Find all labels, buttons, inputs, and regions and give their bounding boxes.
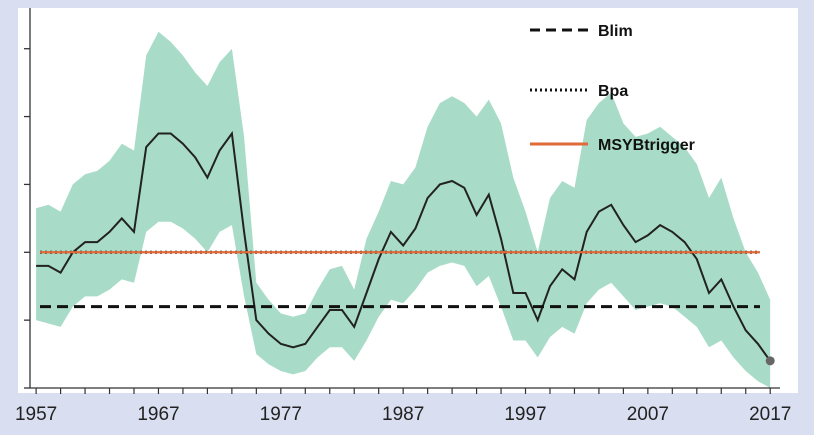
x-tick-label: 1957 [15, 404, 57, 425]
series-line-layer [36, 130, 775, 366]
reference-lines-layer [40, 250, 760, 309]
confidence-band [36, 31, 771, 388]
x-tick-label: 1987 [382, 404, 424, 425]
confidence-band-layer [36, 31, 771, 388]
series-line [36, 130, 772, 362]
x-tick-label: 2017 [749, 404, 791, 425]
legend-msy-label: MSYBtrigger [598, 137, 695, 154]
final-point-marker [765, 356, 775, 366]
axis-layer: 1957 1967 1977 1987 1997 2007 2017 [15, 8, 791, 425]
x-tick-label: 1977 [260, 404, 302, 425]
legend: Blim Bpa MSYBtrigger [530, 23, 695, 154]
legend-bpa-label: Bpa [598, 83, 628, 100]
x-tick-label: 2007 [627, 404, 669, 425]
x-tick-label: 1997 [504, 404, 546, 425]
x-tick-label: 1967 [137, 404, 179, 425]
legend-blim-label: Blim [598, 23, 633, 40]
